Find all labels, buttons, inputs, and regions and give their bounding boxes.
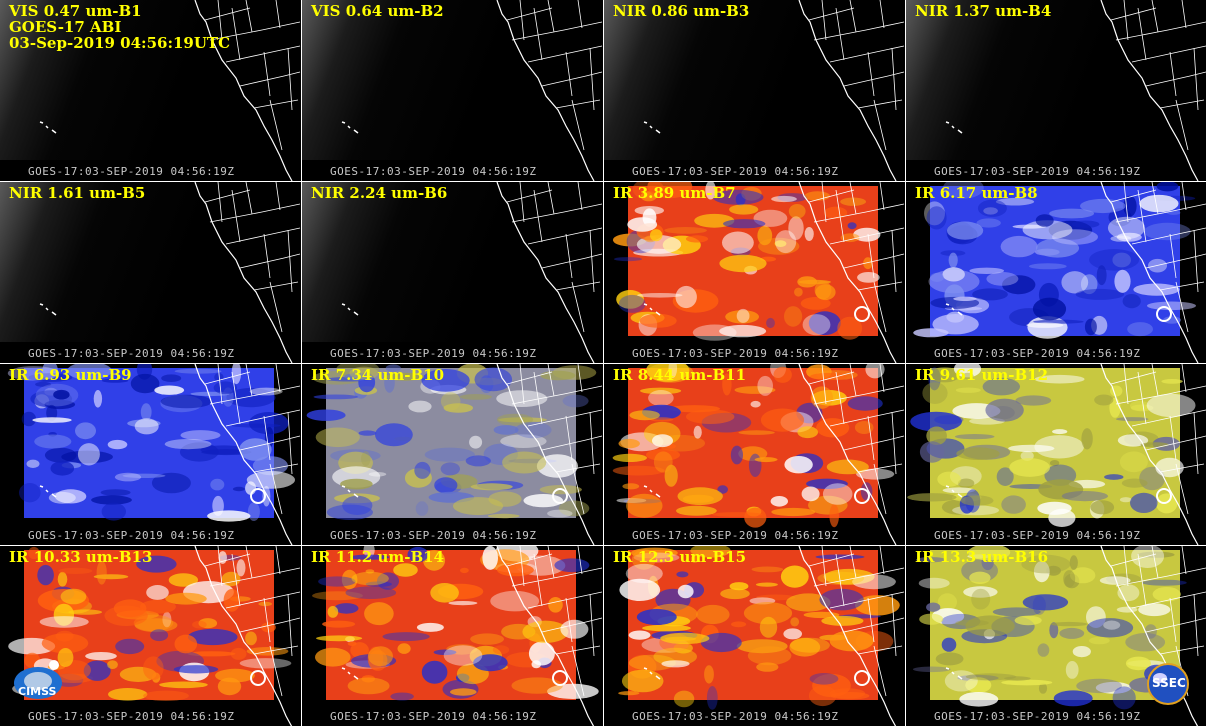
panel-timestamp: GOES-17:03-SEP-2019 04:56:19Z (330, 529, 537, 542)
panel-timestamp: GOES-17:03-SEP-2019 04:56:19Z (934, 529, 1141, 542)
band-label-text: IR 6.93 um-B9 (9, 366, 132, 384)
satellite-image (906, 546, 1206, 726)
band-panel: IR 6.93 um-B9 GOES-17:03-SEP-2019 04:56:1… (0, 364, 301, 545)
band-label: IR 8.44 um-B11 (613, 367, 746, 383)
band-label-text: IR 12.3 um-B15 (613, 548, 747, 566)
band-label: VIS 0.64 um-B2 (311, 3, 444, 19)
panel-divider (0, 363, 1206, 364)
panel-divider (0, 545, 1206, 546)
band-panel: IR 12.3 um-B15 GOES-17:03-SEP-2019 04:56:… (604, 546, 905, 726)
panel-timestamp: GOES-17:03-SEP-2019 04:56:19Z (28, 529, 235, 542)
panel-timestamp: GOES-17:03-SEP-2019 04:56:19Z (632, 165, 839, 178)
cimss-logo-text: CIMSS (18, 685, 57, 698)
band-label-text: IR 6.17 um-B8 (915, 184, 1038, 202)
panel-timestamp: GOES-17:03-SEP-2019 04:56:19Z (934, 165, 1141, 178)
satellite-image (604, 364, 905, 545)
band-label-text: IR 9.61 um-B12 (915, 366, 1049, 384)
band-label-text: IR 13.3 um-B16 (915, 548, 1049, 566)
band-panel: IR 8.44 um-B11 GOES-17:03-SEP-2019 04:56:… (604, 364, 905, 545)
band-label-text: NIR 2.24 um-B6 (311, 184, 448, 202)
satellite-name: GOES-17 ABI (9, 18, 122, 36)
satellite-image (302, 182, 603, 363)
band-panel: NIR 0.86 um-B3 GOES-17:03-SEP-2019 04:56:… (604, 0, 905, 181)
ssec-logo-text: SSEC (1152, 676, 1186, 690)
band-panel: NIR 1.61 um-B5 GOES-17:03-SEP-2019 04:56:… (0, 182, 301, 363)
satellite-image (0, 182, 301, 363)
band-panel: VIS 0.64 um-B2 GOES-17:03-SEP-2019 04:56:… (302, 0, 603, 181)
satellite-image (0, 0, 301, 181)
panel-timestamp: GOES-17:03-SEP-2019 04:56:19Z (28, 710, 235, 723)
panel-timestamp: GOES-17:03-SEP-2019 04:56:19Z (330, 710, 537, 723)
band-label: NIR 0.86 um-B3 (613, 3, 749, 19)
band-label: VIS 0.47 um-B1 GOES-17 ABI 03-Sep-2019 04:… (9, 3, 230, 51)
satellite-image (0, 364, 301, 545)
band-label-text: IR 8.44 um-B11 (613, 366, 747, 384)
band-label-text: IR 3.89 um-B7 (613, 184, 736, 202)
band-label: IR 7.34 um-B10 (311, 367, 444, 383)
satellite-image (604, 182, 905, 363)
panel-timestamp: GOES-17:03-SEP-2019 04:56:19Z (934, 347, 1141, 360)
panel-timestamp: GOES-17:03-SEP-2019 04:56:19Z (632, 529, 839, 542)
observation-datetime: 03-Sep-2019 04:56:19UTC (9, 34, 231, 52)
band-panel: IR 11.2 um-B14 GOES-17:03-SEP-2019 04:56:… (302, 546, 603, 726)
band-label-text: NIR 0.86 um-B3 (613, 2, 750, 20)
band-panel: IR 7.34 um-B10 GOES-17:03-SEP-2019 04:56:… (302, 364, 603, 545)
panel-timestamp: GOES-17:03-SEP-2019 04:56:19Z (28, 347, 235, 360)
satellite-image (302, 364, 603, 545)
cimss-logo: CIMSS (8, 655, 68, 705)
satellite-image (302, 0, 603, 181)
band-label-text: IR 7.34 um-B10 (311, 366, 445, 384)
band-panel: NIR 1.37 um-B4 GOES-17:03-SEP-2019 04:56:… (906, 0, 1206, 181)
band-label: IR 11.2 um-B14 (311, 549, 444, 565)
band-label: IR 13.3 um-B16 (915, 549, 1048, 565)
satellite-image (906, 364, 1206, 545)
band-label: IR 3.89 um-B7 (613, 185, 736, 201)
band-panel: VIS 0.47 um-B1 GOES-17 ABI 03-Sep-2019 04:… (0, 0, 301, 181)
satellite-image (302, 546, 603, 726)
band-panel: IR 13.3 um-B16 GOES-17:03-SEP-2019 04:56:… (906, 546, 1206, 726)
ssec-logo: SSEC (1140, 660, 1196, 706)
panel-timestamp: GOES-17:03-SEP-2019 04:56:19Z (28, 165, 235, 178)
band-label-text: VIS 0.64 um-B2 (311, 2, 444, 20)
panel-timestamp: GOES-17:03-SEP-2019 04:56:19Z (632, 347, 839, 360)
panel-timestamp: GOES-17:03-SEP-2019 04:56:19Z (632, 710, 839, 723)
band-label-text: VIS 0.47 um-B1 (9, 2, 142, 20)
band-panel: IR 3.89 um-B7 GOES-17:03-SEP-2019 04:56:1… (604, 182, 905, 363)
satellite-image (906, 0, 1206, 181)
band-panel: IR 6.17 um-B8 GOES-17:03-SEP-2019 04:56:1… (906, 182, 1206, 363)
band-label: NIR 1.61 um-B5 (9, 185, 145, 201)
band-label: IR 6.93 um-B9 (9, 367, 132, 383)
band-label: IR 9.61 um-B12 (915, 367, 1048, 383)
panel-timestamp: GOES-17:03-SEP-2019 04:56:19Z (330, 347, 537, 360)
band-label: NIR 1.37 um-B4 (915, 3, 1051, 19)
satellite-image (604, 0, 905, 181)
satellite-image (906, 182, 1206, 363)
band-label: NIR 2.24 um-B6 (311, 185, 447, 201)
band-label: IR 6.17 um-B8 (915, 185, 1038, 201)
band-label-text: IR 11.2 um-B14 (311, 548, 445, 566)
band-label-text: IR 10.33 um-B13 (9, 548, 153, 566)
band-label-text: NIR 1.37 um-B4 (915, 2, 1052, 20)
satellite-image (604, 546, 905, 726)
band-label-text: NIR 1.61 um-B5 (9, 184, 146, 202)
band-panel: NIR 2.24 um-B6 GOES-17:03-SEP-2019 04:56:… (302, 182, 603, 363)
band-panel: IR 9.61 um-B12 GOES-17:03-SEP-2019 04:56:… (906, 364, 1206, 545)
panel-timestamp: GOES-17:03-SEP-2019 04:56:19Z (330, 165, 537, 178)
band-label: IR 10.33 um-B13 (9, 549, 152, 565)
panel-divider (0, 181, 1206, 182)
band-label: IR 12.3 um-B15 (613, 549, 746, 565)
panel-timestamp: GOES-17:03-SEP-2019 04:56:19Z (934, 710, 1141, 723)
